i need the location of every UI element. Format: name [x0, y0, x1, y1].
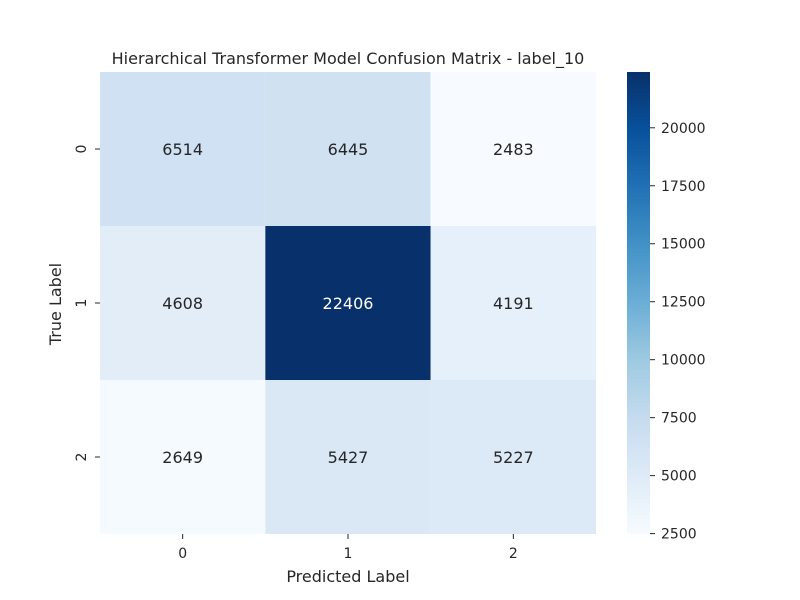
y-tick-label: 2 [74, 453, 90, 462]
colorbar [627, 72, 650, 534]
colorbar-tick-label: 5000 [661, 469, 697, 485]
y-axis-label: True Label [46, 263, 65, 346]
cell-value-label: 5427 [328, 448, 369, 467]
heatmap-cell-0-2 [430, 72, 596, 226]
cell-value-label: 4608 [162, 294, 203, 313]
heatmap-cell-0-0 [100, 72, 266, 226]
colorbar-tick-label: 20000 [661, 121, 706, 137]
cell-value-label: 6514 [162, 140, 203, 159]
heatmap-cell-2-0 [100, 380, 266, 534]
y-tick-label: 1 [74, 299, 90, 308]
colorbar-tick-label: 2500 [661, 527, 697, 543]
cell-value-label: 4191 [493, 294, 534, 313]
heatmap-cell-1-0 [100, 226, 266, 380]
x-tick-label: 1 [344, 546, 353, 562]
colorbar-tick-label: 15000 [661, 237, 706, 253]
x-tick-label: 2 [509, 546, 518, 562]
y-axis-ticks: 0 1 2 [74, 145, 100, 462]
cell-value-label: 2649 [162, 448, 203, 467]
x-axis-label: Predicted Label [286, 567, 409, 586]
colorbar-ticks: 2500 5000 7500 10000 12500 15000 17500 20000 [650, 121, 706, 543]
heatmap-cell-1-1 [265, 226, 431, 380]
cell-value-label: 6445 [328, 140, 369, 159]
cell-value-label: 2483 [493, 140, 534, 159]
colorbar-tick-label: 7500 [661, 411, 697, 427]
x-axis-ticks: 0 1 2 [178, 534, 518, 562]
heatmap-cell-1-2 [430, 226, 596, 380]
heatmap-cell-0-1 [265, 72, 431, 226]
heatmap-cell-2-2 [430, 380, 596, 534]
colorbar-tick-label: 12500 [661, 295, 706, 311]
cell-value-label: 22406 [323, 294, 374, 313]
heatmap-cells: 6514 6445 2483 4608 22406 4191 2649 5427 5227 [100, 72, 596, 534]
heatmap-cell-2-1 [265, 380, 431, 534]
chart-title: Hierarchical Transformer Model Confusion… [112, 49, 585, 69]
y-tick-label: 0 [74, 145, 90, 154]
x-tick-label: 0 [178, 546, 187, 562]
colorbar-tick-label: 10000 [661, 353, 706, 369]
cell-value-label: 5227 [493, 448, 534, 467]
colorbar-tick-label: 17500 [661, 179, 706, 195]
